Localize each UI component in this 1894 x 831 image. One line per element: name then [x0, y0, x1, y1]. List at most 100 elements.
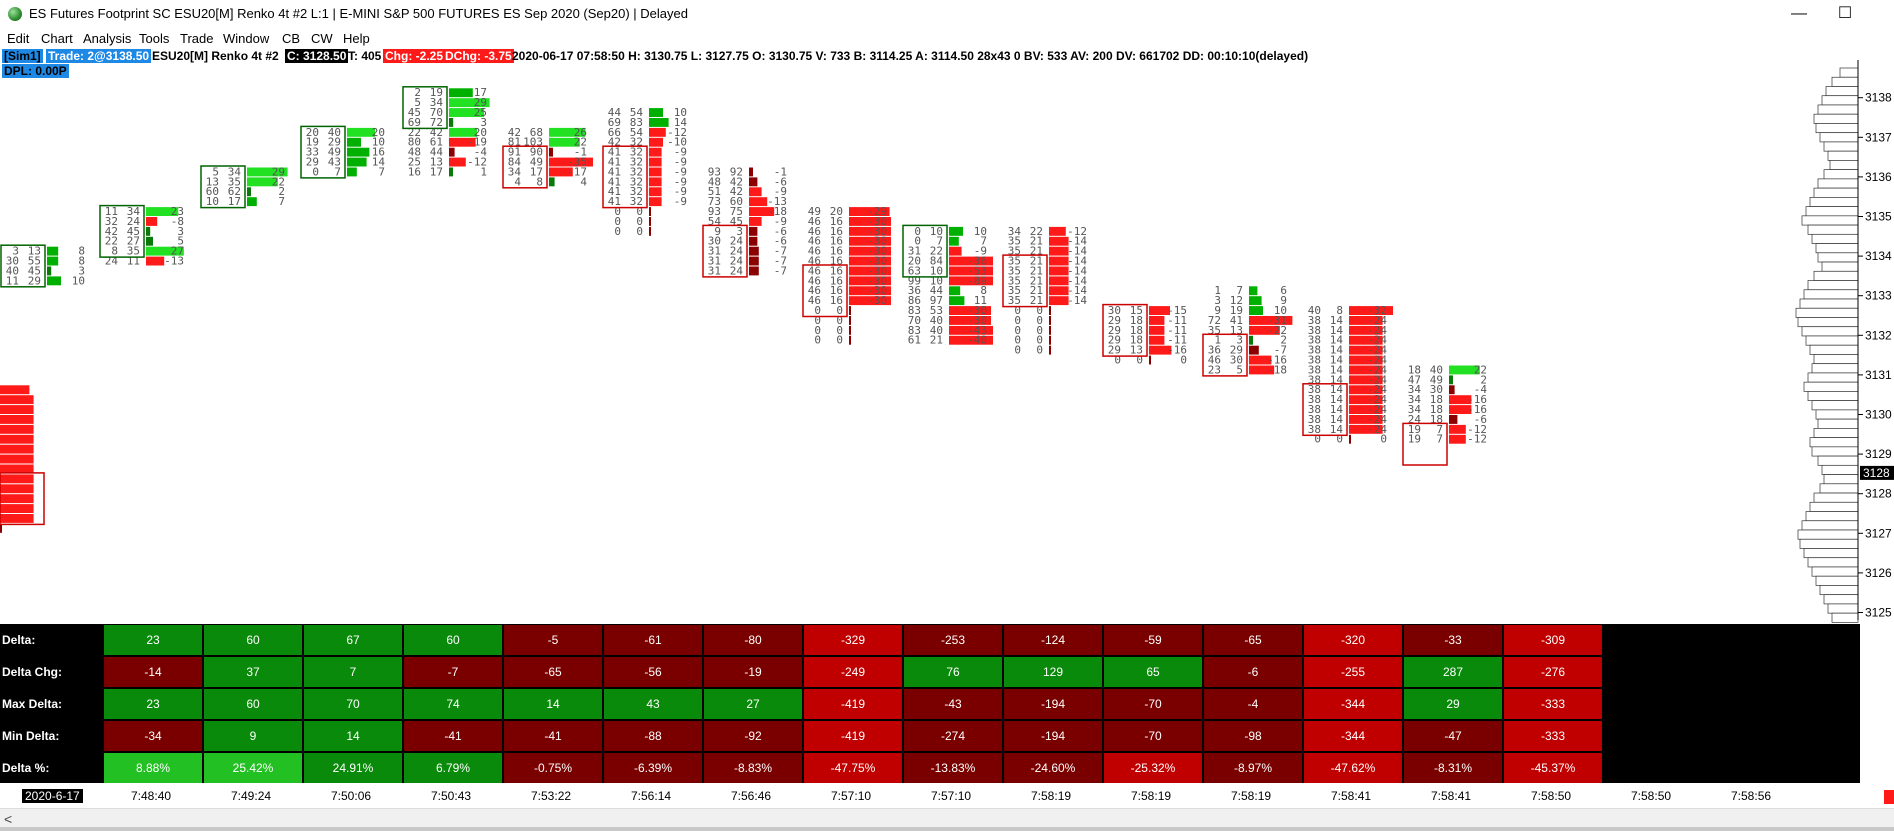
stat-cell: -70 — [1104, 721, 1202, 751]
bid-volume: 10 — [206, 195, 219, 208]
time-label: 7:58:50 — [1531, 789, 1571, 803]
stat-cell: 9 — [204, 721, 302, 751]
ask-volume: 7 — [334, 165, 341, 178]
stat-cell: -6 — [1204, 657, 1302, 687]
price-label: 3132 — [1865, 328, 1892, 342]
bid-volume: 61 — [908, 334, 921, 347]
ask-volume: 0 — [1036, 344, 1043, 357]
stat-cell: -8.83% — [704, 753, 802, 783]
profile-bar — [1802, 521, 1858, 530]
delta-bar — [0, 484, 34, 493]
delta-bar — [1049, 267, 1069, 276]
profile-bar — [1812, 234, 1858, 243]
date-label: 2020-6-17 — [22, 789, 83, 803]
stat-cell: -124 — [1004, 625, 1102, 655]
profile-bar — [1808, 225, 1858, 234]
stat-cell: 287 — [1404, 657, 1502, 687]
profile-bar — [1806, 207, 1858, 216]
profile-bar — [1828, 604, 1858, 613]
delta-bar — [749, 227, 757, 236]
delta-value: 0 — [1180, 354, 1187, 367]
stat-cell: 14 — [304, 721, 402, 751]
delta-bar — [649, 168, 662, 177]
delta-bar — [1049, 276, 1069, 285]
stat-cell: -333 — [1504, 721, 1602, 751]
bid-volume: 0 — [614, 225, 621, 238]
delta-bar — [649, 217, 651, 226]
delta-bar — [0, 465, 34, 474]
ask-volume: 24 — [730, 264, 744, 277]
profile-bar — [1824, 142, 1858, 151]
delta-bar — [1049, 257, 1069, 266]
stat-cell: -8.31% — [1404, 753, 1502, 783]
delta-bar — [549, 148, 553, 157]
profile-bar — [1832, 77, 1858, 86]
bid-volume: 4 — [514, 175, 521, 188]
stat-cell: -61 — [604, 625, 702, 655]
delta-bar — [749, 197, 767, 206]
delta-bar — [949, 296, 964, 305]
delta-bar — [1049, 237, 1069, 246]
delta-bar — [449, 118, 453, 127]
profile-bar — [1814, 114, 1858, 123]
delta-bar — [1149, 316, 1164, 325]
profile-bar — [1816, 576, 1858, 585]
price-label: 3133 — [1865, 289, 1892, 303]
delta-bar — [649, 148, 662, 157]
scroll-left-icon[interactable]: < — [4, 811, 12, 827]
stat-row-label: Delta: — [2, 633, 35, 647]
stat-cell: -419 — [804, 689, 902, 719]
delta-value: -12 — [1467, 433, 1487, 446]
price-label: 3130 — [1865, 408, 1892, 422]
price-label: 3136 — [1865, 170, 1892, 184]
profile-bar — [1810, 345, 1858, 354]
profile-bar — [1810, 502, 1858, 511]
profile-bar — [1818, 105, 1858, 114]
profile-bar — [1820, 585, 1858, 594]
stat-cell: -56 — [604, 657, 702, 687]
time-label: 7:58:56 — [1731, 789, 1771, 803]
profile-bar — [1818, 419, 1858, 428]
stat-cell: -7 — [404, 657, 502, 687]
stat-cell: -65 — [1204, 625, 1302, 655]
delta-value: -30 — [867, 294, 887, 307]
stat-cell: -309 — [1504, 625, 1602, 655]
delta-bar — [1049, 296, 1069, 305]
profile-bar — [1814, 188, 1858, 197]
delta-bar — [47, 257, 58, 266]
stat-cell: -344 — [1304, 689, 1402, 719]
stat-cell: -19 — [704, 657, 802, 687]
profile-bar — [1798, 530, 1858, 539]
stat-cell: 74 — [404, 689, 502, 719]
profile-bar — [1802, 216, 1858, 225]
stat-cell: 43 — [604, 689, 702, 719]
stat-row-label: Delta Chg: — [2, 665, 62, 679]
time-label: 7:48:40 — [131, 789, 171, 803]
profile-bar — [1814, 428, 1858, 437]
stat-cell: 23 — [104, 625, 202, 655]
profile-bar — [1798, 317, 1858, 326]
delta-bar — [0, 395, 34, 404]
stat-cell: 24.91% — [304, 753, 402, 783]
delta-bar — [0, 405, 34, 414]
current-price-label: 3128 — [1863, 466, 1890, 480]
delta-bar — [749, 267, 759, 276]
horizontal-scrollbar[interactable]: < — [0, 808, 1894, 831]
delta-bar — [649, 227, 651, 236]
stat-cell: -419 — [804, 721, 902, 751]
delta-bar — [247, 197, 257, 206]
stat-cell: -329 — [804, 625, 902, 655]
profile-bar — [1804, 290, 1858, 299]
delta-value: -7 — [774, 264, 787, 277]
profile-bar — [1812, 364, 1858, 373]
price-label: 3128 — [1865, 487, 1892, 501]
price-label: 3138 — [1865, 91, 1892, 105]
scroll-track[interactable] — [0, 827, 1894, 831]
bid-volume: 16 — [408, 165, 421, 178]
stat-cell: -253 — [904, 625, 1002, 655]
